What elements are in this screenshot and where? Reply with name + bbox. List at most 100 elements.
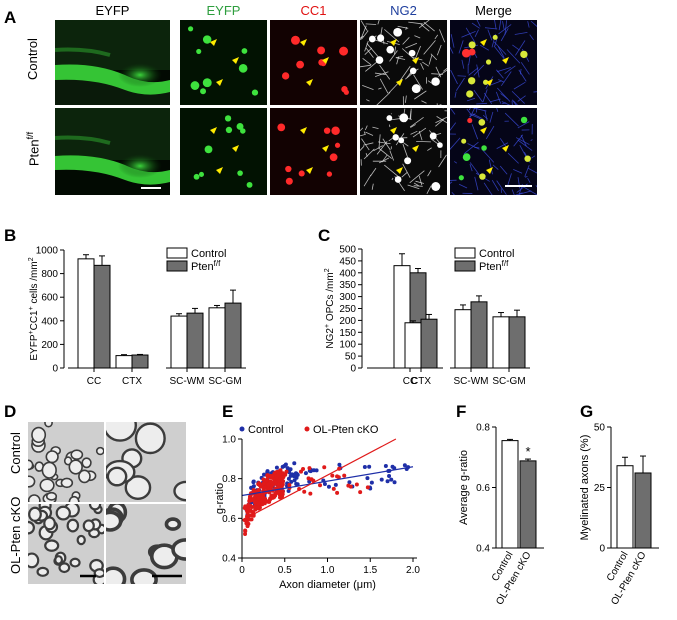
process-line <box>490 99 500 102</box>
scatter-point-control <box>295 472 299 476</box>
scatter-point-cko <box>249 498 253 502</box>
cell-body <box>237 170 243 176</box>
process-line <box>450 108 455 114</box>
bar <box>132 355 148 368</box>
process-line <box>364 131 365 134</box>
scatter-point-cko <box>277 484 281 488</box>
y-tick-label: 0.8 <box>476 423 490 434</box>
process-line <box>365 62 377 72</box>
process-line <box>390 151 394 161</box>
process-line <box>480 45 489 50</box>
process-line <box>450 182 452 187</box>
arrowhead-icon <box>480 39 487 46</box>
process-line <box>477 65 479 78</box>
legend-name: Control <box>479 248 514 260</box>
process-line <box>483 89 487 102</box>
myelinated-axon <box>44 517 55 529</box>
process-line <box>396 58 405 60</box>
cell-body <box>479 173 485 179</box>
process-line <box>367 43 378 57</box>
process-line <box>414 186 423 187</box>
scatter-point-cko <box>318 483 322 487</box>
myelinated-axon <box>108 468 126 485</box>
process-line <box>360 134 365 137</box>
cell-body <box>188 26 193 31</box>
process-line <box>380 79 388 94</box>
scatter-point-cko <box>366 485 370 489</box>
cell-body <box>430 133 437 140</box>
myelinated-axon <box>95 569 104 577</box>
process-line <box>400 66 411 81</box>
micro-tile-r1-c3 <box>450 108 537 195</box>
process-line <box>475 30 478 37</box>
cell-body <box>252 89 258 95</box>
myelinated-axon <box>38 568 48 576</box>
legend-label: Control <box>191 248 226 260</box>
process-line <box>437 45 441 55</box>
scatter-point-cko <box>270 475 274 479</box>
arrowhead-icon <box>232 57 239 64</box>
y-tick-label: 450 <box>339 256 356 267</box>
legend-swatch <box>167 261 187 271</box>
x-tick-label: SC-WM <box>454 376 489 387</box>
scatter-point-cko <box>258 483 262 487</box>
cell-body <box>395 176 402 183</box>
process-line <box>485 28 497 29</box>
process-line <box>361 20 367 30</box>
arrowhead-icon <box>396 79 403 86</box>
process-line <box>485 110 487 120</box>
myelinated-axon <box>71 450 82 459</box>
cell-body <box>339 47 348 56</box>
process-line <box>419 176 422 185</box>
scatter-point-cko <box>267 483 271 487</box>
y-axis-label: NG2+ OPCs /mm2 <box>324 268 336 348</box>
process-line <box>424 22 435 31</box>
process-line <box>439 29 444 42</box>
cell-body <box>226 127 232 133</box>
cell-body <box>282 72 289 79</box>
legend-sup: f/f <box>214 259 221 268</box>
cell-body <box>521 117 528 124</box>
arrowhead-icon <box>396 167 403 174</box>
process-line <box>428 81 432 84</box>
scatter-point-control <box>365 476 369 480</box>
legend-marker-cko <box>305 427 310 432</box>
ylabel-part: EYFP <box>29 334 40 360</box>
scatter-point-cko <box>264 499 268 503</box>
y-tick-label: 0.6 <box>222 514 236 525</box>
scatter-point-control <box>334 483 338 487</box>
process-line <box>452 192 464 195</box>
cell-body <box>478 119 485 126</box>
scatter-point-cko <box>276 470 280 474</box>
cell-body <box>237 123 244 130</box>
micro-tile-r1-c1 <box>270 108 357 195</box>
process-line <box>456 78 464 91</box>
micro-tile-r1-c2 <box>360 108 447 195</box>
process-line <box>472 124 478 139</box>
cell-body <box>524 155 530 161</box>
scatter-point-cko <box>332 487 336 491</box>
micro-tile-r0-c1 <box>270 20 357 105</box>
y-tick-label: 150 <box>339 328 356 339</box>
bar <box>502 441 518 548</box>
cell-body <box>392 134 398 140</box>
panel-letter-d: D <box>4 402 16 422</box>
x-tick-label: CTX <box>122 376 142 387</box>
myelinated-axon <box>47 493 57 500</box>
arrowhead-icon <box>390 39 397 46</box>
bar <box>471 302 487 368</box>
scatter-point-cko <box>265 474 269 478</box>
process-line <box>457 76 466 77</box>
scatter-point-control <box>275 466 279 470</box>
process-line <box>467 109 471 115</box>
legend-swatch <box>167 248 187 258</box>
bar <box>225 303 241 368</box>
process-line <box>482 149 494 162</box>
process-line <box>403 37 410 44</box>
scatter-point-cko <box>261 482 265 486</box>
process-line <box>513 169 522 173</box>
scatter-point-cko <box>245 508 249 512</box>
cell-body <box>466 90 473 97</box>
